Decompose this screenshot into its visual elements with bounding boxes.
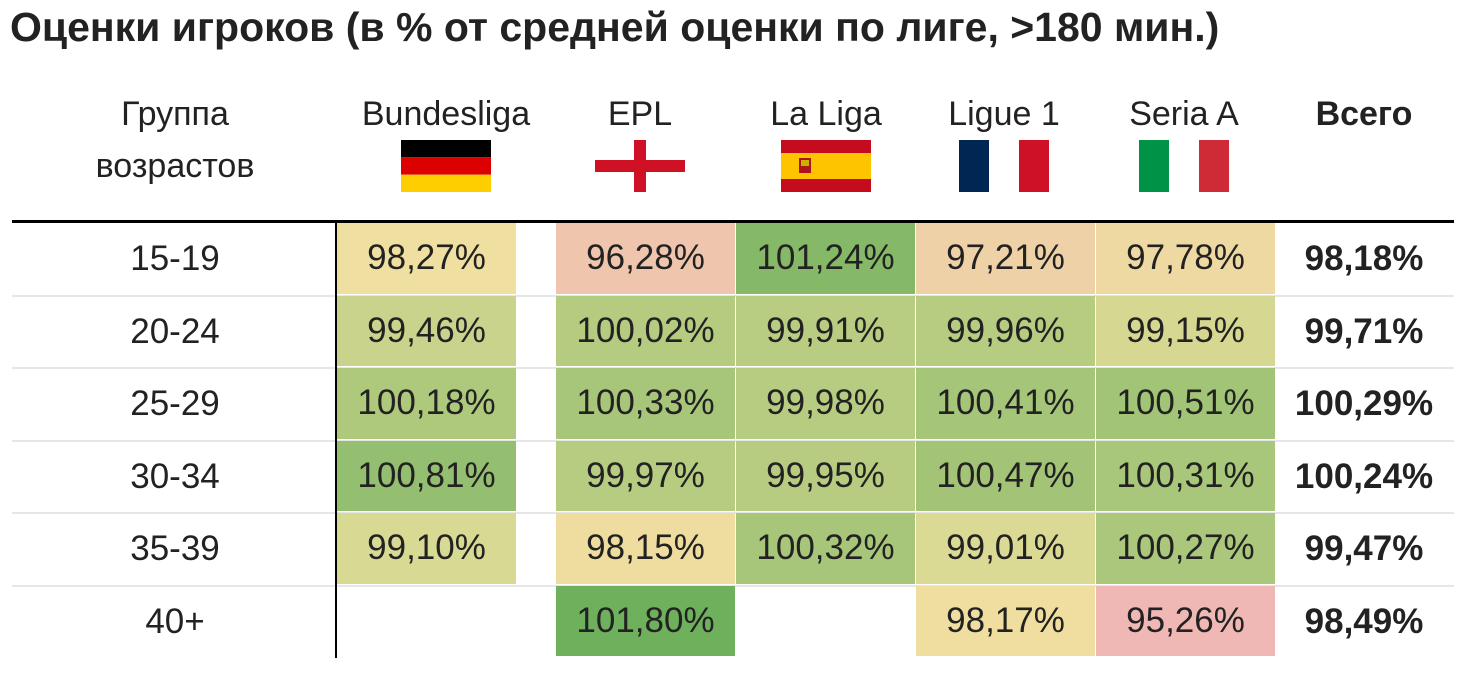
heatmap-cell: 98,27% [337, 223, 516, 294]
row-total: 100,29% [1294, 384, 1434, 424]
row-label: 35-39 [130, 529, 220, 569]
heatmap-cell: 99,46% [337, 295, 516, 366]
heatmap-cell: 99,10% [337, 513, 516, 584]
heatmap-cell: 99,95% [736, 440, 915, 511]
heatmap-cell [337, 586, 516, 657]
flag-stripe [1169, 140, 1199, 192]
heatmap-cell: 100,41% [916, 368, 1095, 439]
flag-stripe [781, 140, 871, 153]
flag-stripe [1199, 140, 1229, 192]
flag-stripe [1139, 140, 1169, 192]
heatmap-cell: 99,15% [1096, 295, 1275, 366]
heatmap-cell: 97,78% [1096, 223, 1275, 294]
heatmap-cell: 100,33% [556, 368, 735, 439]
heatmap-cell: 100,18% [337, 368, 516, 439]
heatmap-cell: 100,27% [1096, 513, 1275, 584]
spain-flag [781, 140, 871, 192]
flag-stripe [401, 157, 491, 175]
column-header-bundesliga: Bundesliga [361, 95, 531, 133]
france-flag [959, 140, 1049, 192]
flag-emblem [801, 160, 809, 166]
heatmap-cell: 99,98% [736, 368, 915, 439]
heatmap-cell: 100,31% [1096, 440, 1275, 511]
flag-stripe [781, 153, 871, 179]
row-total: 99,71% [1304, 311, 1424, 351]
heatmap-cell: 100,32% [736, 513, 915, 584]
flag-stripe [989, 140, 1019, 192]
row-label: 40+ [145, 601, 205, 641]
england-flag [595, 140, 685, 192]
row-header-line: возрастов [95, 147, 255, 185]
heatmap-cell: 100,51% [1096, 368, 1275, 439]
column-header-ligue-1: Ligue 1 [948, 95, 1060, 133]
flag-cross [595, 160, 685, 172]
heatmap-cell: 95,26% [1096, 585, 1275, 656]
heatmap-cell: 101,80% [556, 585, 735, 656]
row-label: 30-34 [130, 456, 220, 496]
header-divider [12, 220, 1454, 223]
row-header-label: Группа возрастов [55, 88, 295, 192]
heatmap-cell: 97,21% [916, 223, 1095, 294]
row-label: 20-24 [130, 311, 220, 351]
row-label-divider [335, 222, 337, 658]
heatmap-cell: 99,96% [916, 295, 1095, 366]
column-header-la-liga: La Liga [770, 95, 882, 133]
flag-stripe [1019, 140, 1049, 192]
heatmap-cell [736, 586, 915, 657]
row-label: 25-29 [130, 384, 220, 424]
heatmap-cell: 100,02% [556, 295, 735, 366]
heatmap-cell: 96,28% [556, 223, 735, 294]
row-total: 99,47% [1304, 529, 1424, 569]
heatmap-cell: 99,91% [736, 295, 915, 366]
row-total: 100,24% [1294, 456, 1434, 496]
flag-stripe [401, 174, 491, 192]
column-header-seria-a: Seria A [1129, 95, 1239, 133]
flag-stripe [401, 140, 491, 158]
heatmap-cell: 98,15% [556, 513, 735, 584]
italy-flag [1139, 140, 1229, 192]
flag-stripe [959, 140, 989, 192]
heatmap-cell: 99,01% [916, 513, 1095, 584]
chart-title: Оценки игроков (в % от средней оценки по… [10, 4, 1220, 50]
column-header-epl: EPL [607, 95, 673, 133]
row-total: 98,49% [1304, 601, 1424, 641]
row-header-line: Группа [121, 95, 229, 133]
column-header-total: Всего [1315, 95, 1413, 133]
row-label: 15-19 [130, 239, 220, 279]
germany-flag [401, 140, 491, 192]
heatmap-cell: 98,17% [916, 585, 1095, 656]
flag-stripe [781, 179, 871, 192]
heatmap-cell: 99,97% [556, 440, 735, 511]
heatmap-cell: 100,81% [337, 440, 516, 511]
heatmap-cell: 100,47% [916, 440, 1095, 511]
heatmap-cell: 101,24% [736, 223, 915, 294]
row-total: 98,18% [1304, 239, 1424, 279]
